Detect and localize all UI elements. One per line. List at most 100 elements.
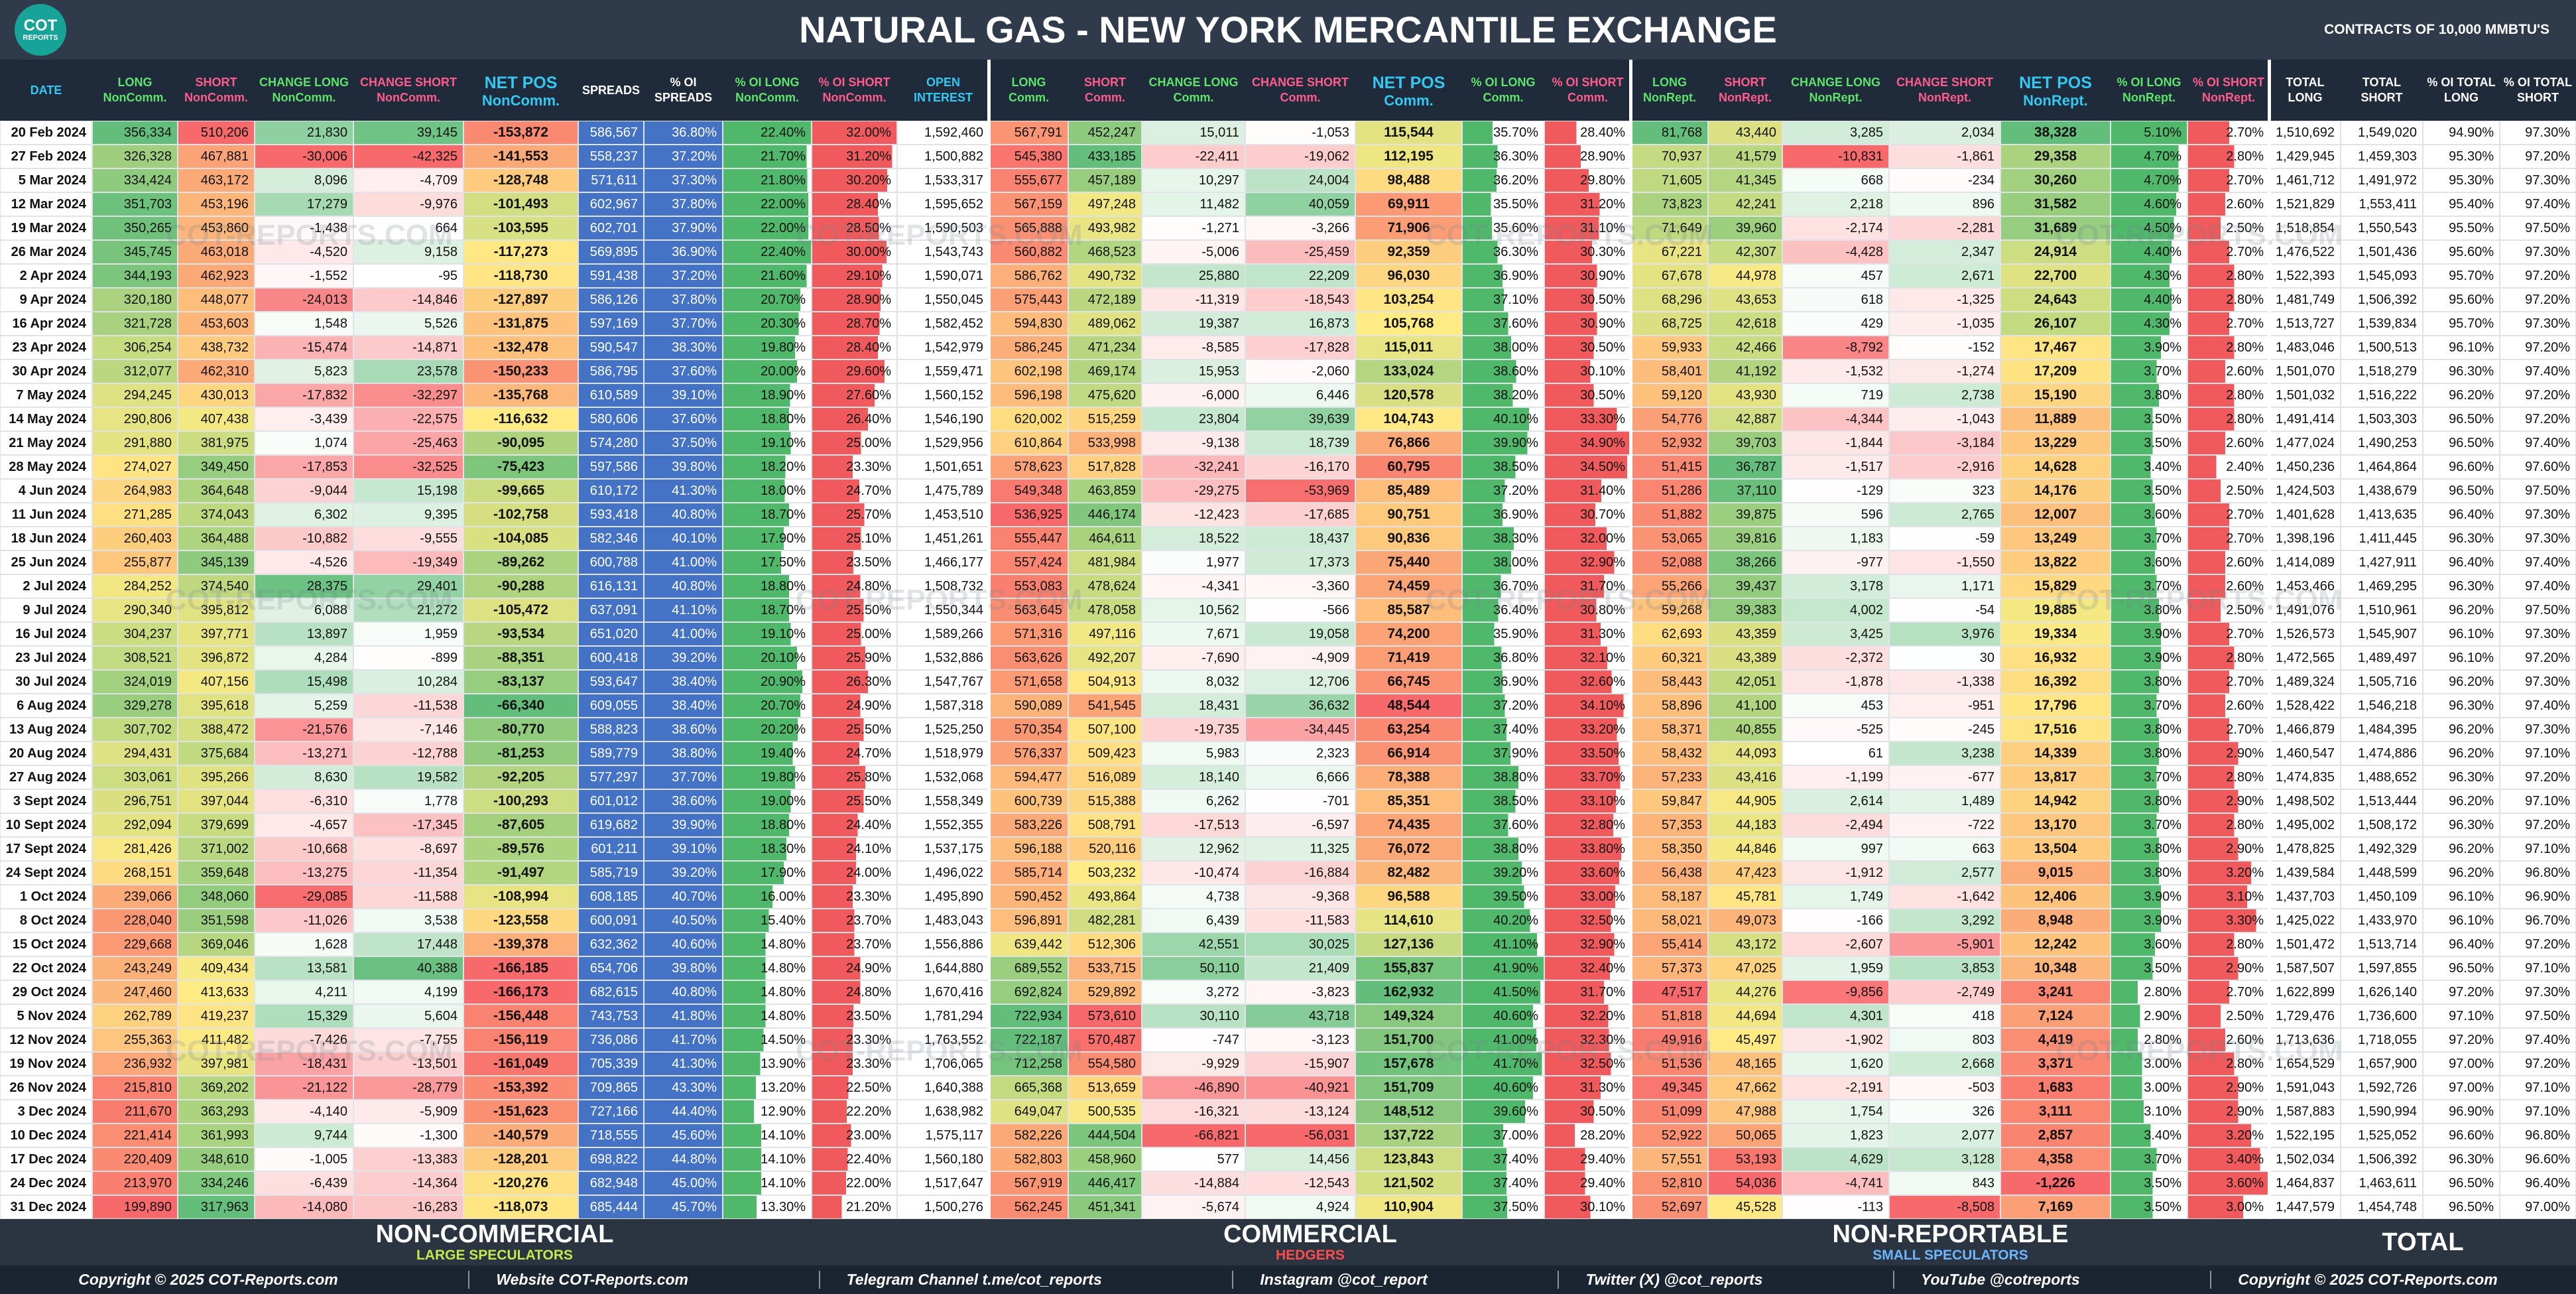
- data-cell: 98,488: [1356, 169, 1461, 192]
- data-cell: 39.50%: [1463, 885, 1544, 908]
- data-cell: -1,053: [1246, 121, 1355, 144]
- data-cell: 3.50%: [2111, 1196, 2187, 1218]
- data-cell: 1,592,460: [898, 121, 989, 144]
- data-cell: -1,300: [354, 1124, 463, 1147]
- data-cell: 21,272: [354, 599, 463, 621]
- header-cell: CHANGE SHORT Comm.: [1245, 60, 1355, 121]
- data-cell: 97.30%: [2500, 527, 2575, 550]
- data-cell: 96.10%: [2423, 885, 2499, 908]
- data-cell: 558,237: [579, 145, 643, 168]
- data-cell: 30.00%: [812, 241, 896, 263]
- data-cell: -701: [1246, 790, 1355, 812]
- data-cell: 1,516,222: [2341, 384, 2422, 407]
- data-cell: 24.80%: [812, 575, 896, 598]
- data-cell: 575,443: [990, 289, 1068, 311]
- data-cell: 97.20%: [2500, 265, 2575, 287]
- footer-item: Copyright © 2025 COT-Reports.com: [78, 1271, 338, 1288]
- data-cell: 469,174: [1069, 360, 1141, 383]
- data-cell: 14,339: [2001, 742, 2110, 765]
- data-cell: -17,513: [1142, 814, 1245, 836]
- data-cell: 38.60%: [644, 790, 722, 812]
- header-text: LONG: [1652, 76, 1687, 89]
- data-cell: 433,185: [1069, 145, 1141, 168]
- data-cell: 24,914: [2001, 241, 2110, 263]
- data-cell: 1,545,907: [2341, 623, 2422, 645]
- data-cell: 5,604: [354, 1005, 463, 1027]
- data-cell: 40.20%: [1463, 909, 1544, 932]
- header-cell: LONG NonComm.: [92, 60, 178, 121]
- data-cell: -56,031: [1246, 1124, 1355, 1147]
- data-cell: 155,837: [1356, 957, 1461, 980]
- data-cell: 317,963: [178, 1196, 254, 1218]
- data-cell: 17,373: [1246, 551, 1355, 574]
- data-cell: 268,151: [93, 862, 177, 884]
- data-cell: 1,401,628: [2270, 503, 2340, 526]
- data-cell: -135,768: [464, 384, 578, 407]
- header-cell: LONG NonRept.: [1631, 60, 1708, 121]
- data-cell: 554,580: [1069, 1053, 1141, 1075]
- header-text: Comm.: [1280, 91, 1321, 104]
- data-cell: -14,364: [354, 1172, 463, 1195]
- data-cell: 1,620: [1783, 1053, 1888, 1075]
- data-cell: 570,354: [990, 718, 1068, 741]
- data-cell: 68,296: [1632, 289, 1707, 311]
- data-cell: 14.10%: [723, 1124, 811, 1147]
- data-cell: 32.50%: [1545, 909, 1630, 932]
- data-cell: 95.70%: [2423, 312, 2499, 335]
- data-cell: -747: [1142, 1029, 1245, 1051]
- data-cell: 1,501,436: [2341, 241, 2422, 263]
- data-cell: 15.40%: [723, 909, 811, 932]
- data-cell: 601,211: [579, 838, 643, 860]
- data-cell: 3.00%: [2188, 1196, 2269, 1218]
- data-cell: -12,423: [1142, 503, 1245, 526]
- data-cell: 97.50%: [2500, 599, 2575, 621]
- data-cell: -90,095: [464, 432, 578, 454]
- data-cell: 97.30%: [2500, 169, 2575, 192]
- data-cell: 41.00%: [644, 623, 722, 645]
- data-cell: 1,464,837: [2270, 1172, 2340, 1195]
- data-cell: 41,579: [1709, 145, 1782, 168]
- data-cell: 14.80%: [723, 981, 811, 1003]
- data-cell: -15,907: [1246, 1053, 1355, 1075]
- data-cell: -1,550: [1890, 551, 2000, 574]
- data-cell: -2,372: [1783, 647, 1888, 669]
- data-cell: 610,589: [579, 384, 643, 407]
- data-cell: 3.40%: [2188, 1148, 2269, 1171]
- data-cell: 3.00%: [2111, 1076, 2187, 1099]
- data-cell: 151,700: [1356, 1029, 1461, 1051]
- data-cell: 395,266: [178, 766, 254, 789]
- logo-text: REPORTS: [23, 33, 58, 42]
- data-cell: -4,741: [1783, 1172, 1888, 1195]
- data-cell: 1,525,250: [898, 718, 989, 741]
- data-cell: 44,846: [1709, 838, 1782, 860]
- header-cell: TOTAL SHORT: [2341, 60, 2423, 121]
- data-cell: 4.40%: [2111, 289, 2187, 311]
- data-cell: 34.50%: [1545, 456, 1630, 478]
- data-cell: 637,091: [579, 599, 643, 621]
- data-cell: 71,649: [1632, 217, 1707, 239]
- data-cell: 3.70%: [2111, 360, 2187, 383]
- data-cell: 36,632: [1246, 694, 1355, 717]
- data-cell: 37.60%: [644, 408, 722, 430]
- header-text: NonRept.: [2202, 91, 2255, 104]
- data-cell: 19.80%: [723, 766, 811, 789]
- data-cell: 348,060: [178, 885, 254, 908]
- data-cell: 1,729,476: [2270, 1005, 2340, 1027]
- header-cell: LONG Comm.: [989, 60, 1068, 121]
- data-cell: 2.70%: [2188, 718, 2269, 741]
- data-cell: 375,684: [178, 742, 254, 765]
- data-cell: 478,058: [1069, 599, 1141, 621]
- data-cell: 127,136: [1356, 933, 1461, 956]
- date-cell: 6 Aug 2024: [1, 694, 92, 717]
- data-cell: 2,577: [1890, 862, 2000, 884]
- data-cell: 19,334: [2001, 623, 2110, 645]
- data-cell: 28.90%: [1545, 145, 1630, 168]
- data-cell: 30.30%: [1545, 241, 1630, 263]
- data-cell: 31.10%: [1545, 217, 1630, 239]
- data-cell: -21,122: [255, 1076, 353, 1099]
- data-cell: 52,697: [1632, 1196, 1707, 1218]
- data-cell: 2.40%: [2188, 456, 2269, 478]
- data-cell: 388,472: [178, 718, 254, 741]
- data-cell: 38.80%: [1463, 766, 1544, 789]
- data-cell: 1,532,886: [898, 647, 989, 669]
